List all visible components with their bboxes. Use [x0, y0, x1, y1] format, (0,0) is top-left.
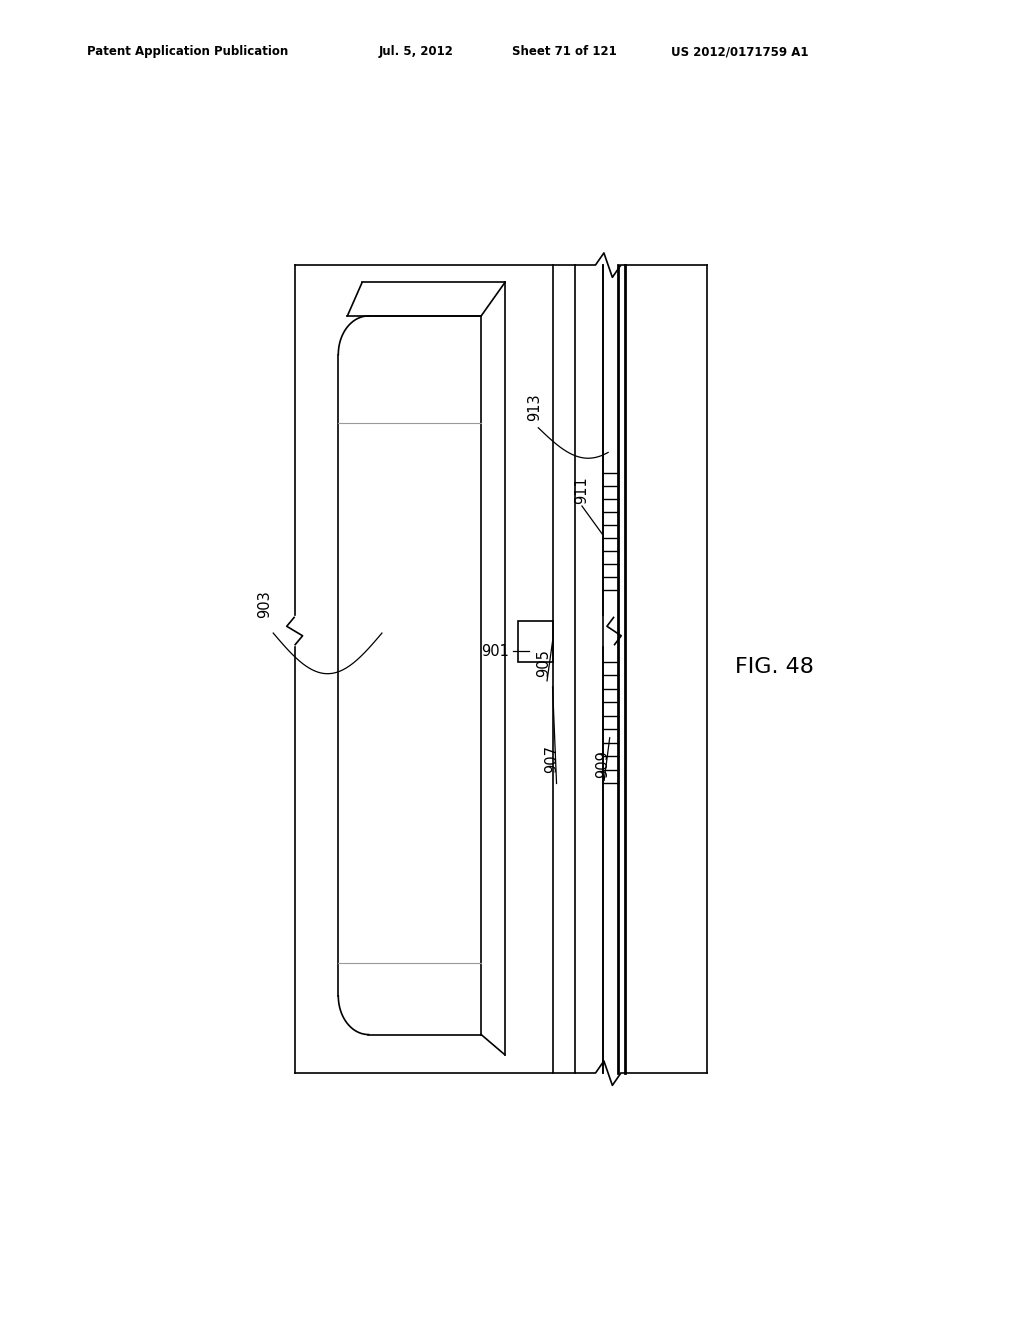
- Text: Jul. 5, 2012: Jul. 5, 2012: [379, 45, 454, 58]
- Text: 913: 913: [527, 393, 543, 421]
- Text: 901: 901: [481, 644, 509, 659]
- Text: 905: 905: [537, 649, 551, 677]
- Text: Patent Application Publication: Patent Application Publication: [87, 45, 289, 58]
- Text: 909: 909: [595, 751, 610, 779]
- Text: FIG. 48: FIG. 48: [735, 656, 814, 677]
- Text: 907: 907: [545, 746, 559, 774]
- Text: US 2012/0171759 A1: US 2012/0171759 A1: [671, 45, 808, 58]
- Bar: [518, 620, 553, 661]
- Text: 903: 903: [257, 590, 272, 618]
- Text: Sheet 71 of 121: Sheet 71 of 121: [512, 45, 616, 58]
- Text: 911: 911: [574, 477, 590, 504]
